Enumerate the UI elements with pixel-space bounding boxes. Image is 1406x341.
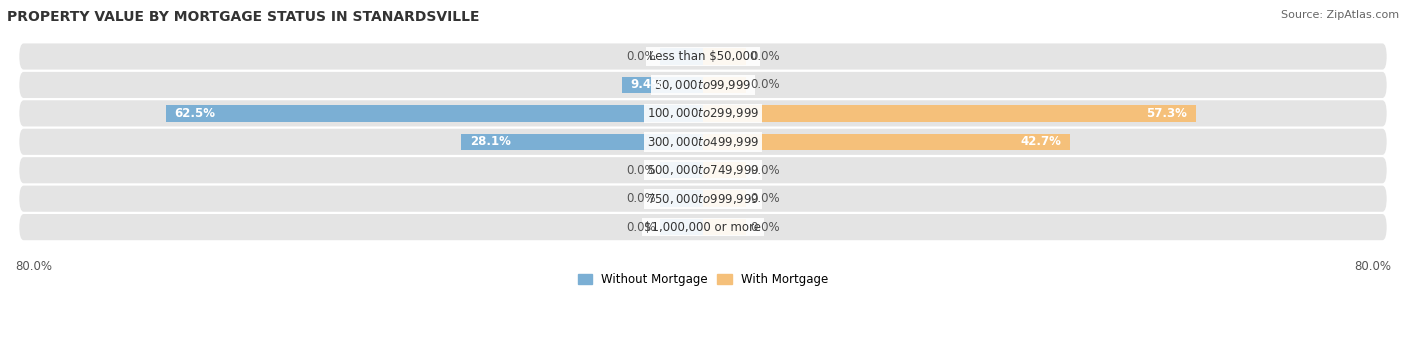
Bar <box>703 77 747 93</box>
Bar <box>703 134 1070 150</box>
Bar <box>703 48 747 65</box>
Text: 57.3%: 57.3% <box>1146 107 1187 120</box>
Bar <box>703 219 747 235</box>
Text: 0.0%: 0.0% <box>626 164 655 177</box>
Text: $1,000,000 or more: $1,000,000 or more <box>644 221 762 234</box>
Text: 0.0%: 0.0% <box>626 192 655 205</box>
Text: 0.0%: 0.0% <box>751 50 780 63</box>
Text: $750,000 to $999,999: $750,000 to $999,999 <box>647 192 759 206</box>
Text: 0.0%: 0.0% <box>751 78 780 91</box>
Text: 0.0%: 0.0% <box>751 192 780 205</box>
Text: 9.4%: 9.4% <box>631 78 664 91</box>
Text: Source: ZipAtlas.com: Source: ZipAtlas.com <box>1281 10 1399 20</box>
Bar <box>659 48 703 65</box>
Text: 0.0%: 0.0% <box>751 164 780 177</box>
Text: $100,000 to $299,999: $100,000 to $299,999 <box>647 106 759 120</box>
Text: 42.7%: 42.7% <box>1021 135 1062 148</box>
Text: $300,000 to $499,999: $300,000 to $499,999 <box>647 135 759 149</box>
Bar <box>703 190 747 207</box>
FancyBboxPatch shape <box>20 100 1386 127</box>
Text: 80.0%: 80.0% <box>1354 260 1391 273</box>
Text: 28.1%: 28.1% <box>470 135 510 148</box>
Text: 62.5%: 62.5% <box>174 107 215 120</box>
FancyBboxPatch shape <box>20 186 1386 212</box>
Legend: Without Mortgage, With Mortgage: Without Mortgage, With Mortgage <box>574 269 832 291</box>
Text: PROPERTY VALUE BY MORTGAGE STATUS IN STANARDSVILLE: PROPERTY VALUE BY MORTGAGE STATUS IN STA… <box>7 10 479 24</box>
Text: 0.0%: 0.0% <box>626 50 655 63</box>
Text: 0.0%: 0.0% <box>626 221 655 234</box>
Bar <box>703 162 747 178</box>
FancyBboxPatch shape <box>20 214 1386 240</box>
Bar <box>166 105 703 122</box>
Bar <box>623 77 703 93</box>
Text: $500,000 to $749,999: $500,000 to $749,999 <box>647 163 759 177</box>
Bar <box>461 134 703 150</box>
Text: $50,000 to $99,999: $50,000 to $99,999 <box>654 78 752 92</box>
FancyBboxPatch shape <box>20 157 1386 183</box>
Text: Less than $50,000: Less than $50,000 <box>648 50 758 63</box>
FancyBboxPatch shape <box>20 129 1386 155</box>
Bar <box>703 105 1195 122</box>
Text: 0.0%: 0.0% <box>751 221 780 234</box>
Bar <box>659 219 703 235</box>
FancyBboxPatch shape <box>20 43 1386 70</box>
FancyBboxPatch shape <box>20 72 1386 98</box>
Text: 80.0%: 80.0% <box>15 260 52 273</box>
Bar <box>659 162 703 178</box>
Bar <box>659 190 703 207</box>
